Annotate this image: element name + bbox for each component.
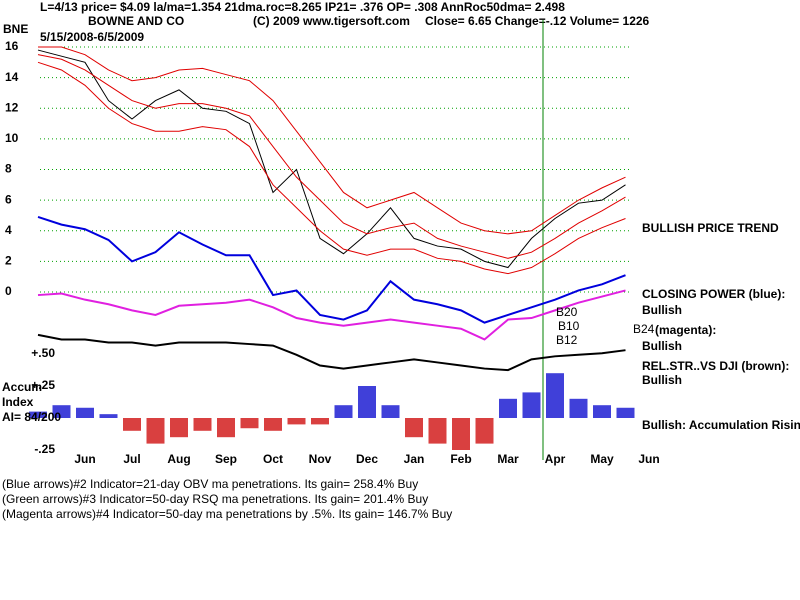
accum-bar [52,405,71,418]
side-label: REL.STR..VS DJI (brown): [642,359,789,373]
accum-bar [29,411,47,418]
chart-title: BOWNE AND CO [88,14,184,28]
x-tick-label: Apr [545,452,566,466]
accum-bar [264,418,282,431]
chart-subtitle: 5/15/2008-6/5/2009 [40,30,144,44]
y-tick-label: 12 [5,100,19,114]
accum-bar [452,418,470,450]
series-line [37,61,626,275]
accum-bar [522,392,541,418]
accum-bar [76,407,94,418]
y-tick-label: 6 [5,192,12,206]
x-tick-label: Feb [450,452,471,466]
series-line [37,289,626,341]
accum-bar [240,418,259,429]
y-tick-label: 2 [5,254,12,268]
copyright: (C) 2009 www.tigersoft.com [253,14,410,28]
y-tick-label: +.25 [31,378,55,392]
ticker: BNE [3,22,28,36]
accum-bar [381,405,400,418]
signal-label: B24 [633,322,655,336]
accum-bar [358,386,376,418]
accum-bar [217,418,235,438]
series-line [37,49,626,269]
side-label: (magenta): [655,323,716,337]
accum-bar [405,418,423,438]
accum-bar [311,418,329,425]
signal-label: B12 [556,333,578,347]
side-label: Bullish [642,303,682,317]
accum-bar [593,405,611,418]
series-line [37,216,626,324]
side-label: Bullish [642,373,682,387]
accum-bar [569,398,588,418]
accum-bar [146,418,165,444]
quote: Close= 6.65 Change=-.12 Volume= 1226 [425,14,650,28]
x-tick-label: Nov [309,452,332,466]
signal-label: B20 [556,305,578,319]
accum-bar [546,373,564,418]
accum-bar [193,418,212,431]
x-tick-label: Dec [356,452,378,466]
signal-label: B10 [558,319,580,333]
x-tick-label: Oct [263,452,283,466]
accum-bar [616,407,635,418]
y-tick-label: 10 [5,131,19,145]
series-line [37,333,626,372]
header-stats: L=4/13 price= $4.09 la/ma=1.354 21dma.ro… [40,0,565,14]
series-line [38,46,626,235]
y-tick-label: 0 [5,284,12,298]
side-label: AI= 84/200 [2,410,61,424]
x-tick-label: Jul [123,452,140,466]
series-line [37,54,626,259]
x-tick-label: May [590,452,614,466]
y-tick-label: -.25 [34,442,55,456]
x-tick-label: Mar [497,452,519,466]
side-label: Accum [2,380,42,394]
side-label: Bullish: Accumulation Rising [642,418,800,432]
footnote: (Blue arrows)#2 Indicator=21-day OBV ma … [2,477,418,491]
accum-bar [334,405,353,418]
y-tick-label: +.50 [31,346,55,360]
y-tick-label: 4 [5,223,12,237]
side-label: Bullish [642,339,682,353]
accum-bar [99,414,118,418]
x-tick-label: Sep [215,452,237,466]
accum-bar [428,418,447,444]
footnote: (Green arrows)#3 Indicator=50-day RSQ ma… [2,492,428,506]
accum-bar [475,418,494,444]
accum-bar [287,418,306,425]
accum-bar [123,418,141,431]
x-tick-label: Jun [74,452,95,466]
side-label: Index [2,395,34,409]
y-tick-label: 8 [5,162,12,176]
y-tick-label: 14 [5,70,19,84]
x-tick-label: Jun [638,452,659,466]
x-tick-label: Aug [167,452,190,466]
accum-bar [499,398,517,418]
side-label: BULLISH PRICE TREND [642,221,779,235]
side-label: CLOSING POWER (blue): [642,287,785,301]
footnote: (Magenta arrows)#4 Indicator=50-day ma p… [2,507,452,521]
accum-bar [170,418,188,438]
y-tick-label: 16 [5,39,19,53]
x-tick-label: Jan [404,452,425,466]
